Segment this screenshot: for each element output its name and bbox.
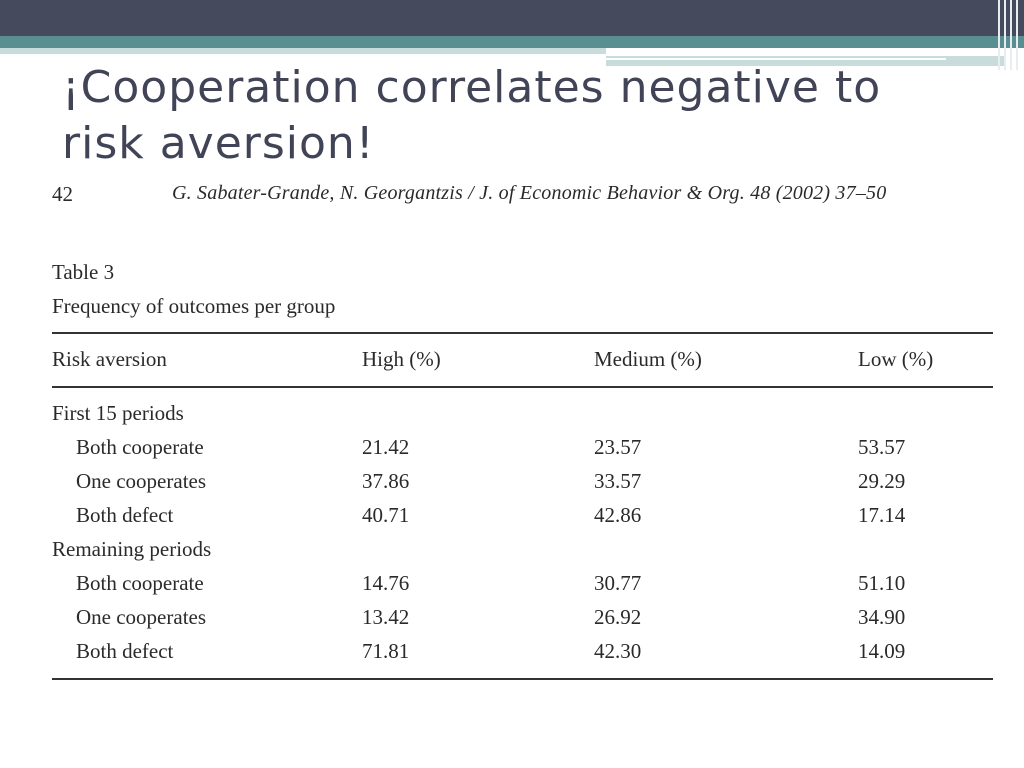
medium-cell: 33.57 [594,469,642,493]
section-label: Remaining periods [52,537,212,561]
header-band-teal [0,36,1024,48]
table-header-rule [52,386,993,388]
header-band-dark [0,0,1024,36]
header-band-light [0,48,1024,54]
table-row: One cooperates 13.42 26.92 34.90 [0,605,1024,635]
header-medium: Medium (%) [594,347,702,371]
table-row: Both cooperate 14.76 30.77 51.10 [0,571,1024,601]
medium-cell: 42.86 [594,503,642,527]
running-head: G. Sabater-Grande, N. Georgantzis / J. o… [172,182,887,204]
table-label: Table 3 [52,260,115,284]
medium-cell: 26.92 [594,605,642,629]
table-row: Both defect 40.71 42.86 17.14 [0,503,1024,533]
high-cell: 21.42 [362,435,410,459]
slide-title: ¡Cooperation correlates negative to risk… [62,60,962,172]
table-row: Both cooperate 21.42 23.57 53.57 [0,435,1024,465]
slide-title-line-1: ¡Cooperation correlates negative to [62,62,882,113]
table-caption: Frequency of outcomes per group [52,294,336,318]
low-cell: 51.10 [858,571,906,595]
table-top-rule [52,332,993,334]
low-cell: 34.90 [858,605,906,629]
section-label: First 15 periods [52,401,184,425]
table-row: Both defect 71.81 42.30 14.09 [0,639,1024,669]
section-row: Remaining periods [0,537,1024,567]
high-cell: 37.86 [362,469,410,493]
page-number: 42 [52,182,73,206]
outcome-cell: Both defect [76,503,174,527]
header-band-light-right [606,56,1006,66]
header-vertical-stripes [994,0,1024,70]
scanned-table-figure: 42 G. Sabater-Grande, N. Georgantzis / J… [0,176,1024,706]
high-cell: 14.76 [362,571,410,595]
header-risk-aversion: Risk aversion [52,347,167,371]
low-cell: 29.29 [858,469,906,493]
section-row: First 15 periods [0,401,1024,431]
low-cell: 53.57 [858,435,906,459]
low-cell: 14.09 [858,639,906,663]
low-cell: 17.14 [858,503,906,527]
outcome-cell: One cooperates [76,605,207,629]
medium-cell: 30.77 [594,571,642,595]
header-high: High (%) [362,347,441,371]
medium-cell: 42.30 [594,639,642,663]
outcome-cell: Both cooperate [76,571,204,595]
high-cell: 13.42 [362,605,410,629]
table-header-row: Risk aversion High (%) Medium (%) Low (%… [0,347,1024,377]
slide-title-line-2: risk aversion! [62,118,375,169]
header-band-gap [606,48,1024,56]
table-bottom-rule [52,678,993,680]
high-cell: 71.81 [362,639,410,663]
header-band-line [606,58,946,60]
high-cell: 40.71 [362,503,410,527]
header-low: Low (%) [858,347,934,371]
medium-cell: 23.57 [594,435,642,459]
outcome-cell: Both cooperate [76,435,204,459]
outcome-cell: One cooperates [76,469,207,493]
outcome-cell: Both defect [76,639,174,663]
table-row: One cooperates 37.86 33.57 29.29 [0,469,1024,499]
